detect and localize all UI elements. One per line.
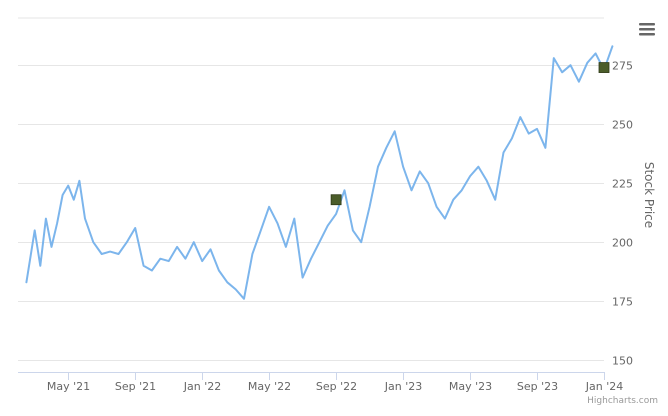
series-line xyxy=(25,45,614,300)
hamburger-icon xyxy=(639,23,655,36)
y-axis-title: Stock Price xyxy=(642,162,656,228)
x-tick-label: Sep '23 xyxy=(517,380,558,393)
x-tick-label: Jan '22 xyxy=(183,380,221,393)
credits-link[interactable]: Highcharts.com xyxy=(587,396,658,406)
x-tick-label: May '21 xyxy=(47,380,90,393)
y-tick-label: 200 xyxy=(612,237,633,250)
x-axis: May '21 Sep '21 Jan '22 May '22 Sep '22 Jan '… xyxy=(18,372,623,393)
grid-lines xyxy=(18,17,604,361)
chart-menu-button[interactable] xyxy=(634,18,660,40)
x-tick-label: Jan '23 xyxy=(384,380,422,393)
marker-group xyxy=(330,62,610,206)
flag-marker[interactable] xyxy=(330,194,342,206)
y-tick-label: 150 xyxy=(612,355,633,368)
y-tick-label: 275 xyxy=(612,60,633,73)
y-tick-label: 250 xyxy=(612,119,633,132)
y-axis: 150 175 200 225 250 275 xyxy=(612,60,633,368)
y-tick-label: 175 xyxy=(612,296,633,309)
x-tick-label: Jan '24 xyxy=(585,380,623,393)
x-tick-label: Sep '21 xyxy=(115,380,156,393)
x-tick-label: May '22 xyxy=(248,380,291,393)
flag-marker[interactable] xyxy=(598,62,610,73)
series-group xyxy=(25,45,614,300)
x-tick-label: May '23 xyxy=(449,380,492,393)
y-tick-label: 225 xyxy=(612,178,633,191)
x-tick-label: Sep '22 xyxy=(316,380,357,393)
